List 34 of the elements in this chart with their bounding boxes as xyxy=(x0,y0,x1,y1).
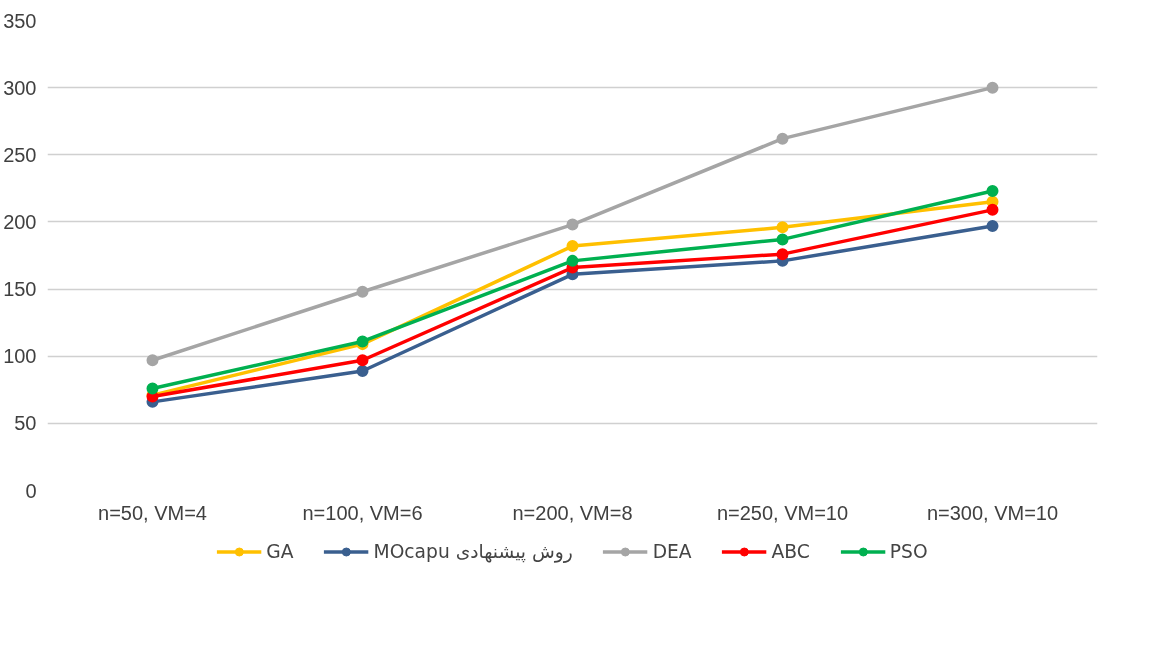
y-tick-label: 200 xyxy=(3,210,37,233)
point xyxy=(356,285,369,298)
legend-label: DEA xyxy=(652,540,692,562)
legend-label: GA xyxy=(266,540,294,562)
y-tick-label: 300 xyxy=(3,76,37,99)
y-tick-label: 100 xyxy=(3,345,37,368)
point xyxy=(776,132,789,145)
x-tick-label: n=300, VM=10 xyxy=(926,501,1059,524)
point xyxy=(776,221,789,234)
point xyxy=(776,248,789,261)
point xyxy=(986,81,999,94)
y-tick-label: 350 xyxy=(3,9,37,32)
point xyxy=(566,240,579,253)
point xyxy=(986,185,999,198)
x-tick-label: n=100, VM=6 xyxy=(302,501,423,524)
point xyxy=(566,254,579,267)
legend-label: MOcapu روش پیشنهادی xyxy=(373,540,573,562)
point xyxy=(986,219,999,232)
x-tick-label: n=250, VM=10 xyxy=(716,501,849,524)
point xyxy=(146,382,159,395)
point xyxy=(986,203,999,216)
y-tick-label: 0 xyxy=(25,479,37,502)
point xyxy=(566,218,579,231)
legend-label: ABC xyxy=(771,540,810,562)
point xyxy=(776,233,789,246)
y-tick-label: 250 xyxy=(3,143,37,166)
point xyxy=(356,365,369,377)
y-tick-label: 50 xyxy=(14,412,37,435)
point xyxy=(356,354,369,367)
point xyxy=(146,354,159,367)
x-tick-label: n=200, VM=8 xyxy=(512,501,633,524)
y-tick-label: 150 xyxy=(3,278,37,301)
x-tick-label: n=50, VM=4 xyxy=(98,501,207,524)
legend-label: PSO xyxy=(889,540,928,562)
